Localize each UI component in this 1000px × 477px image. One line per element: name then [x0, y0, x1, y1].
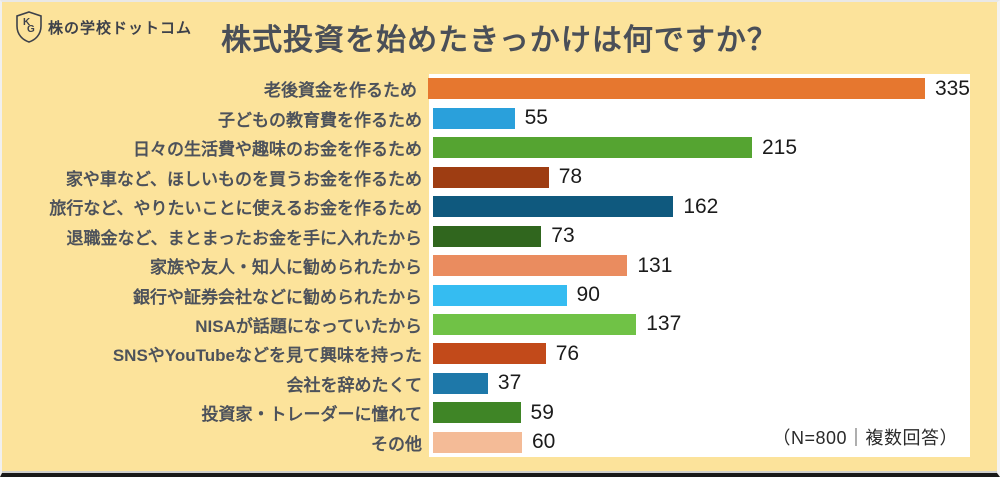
- bar: [433, 255, 628, 277]
- bar-value: 90: [576, 283, 600, 307]
- sample-size-note: （N=800｜複数回答）: [772, 428, 958, 448]
- chart-title: 株式投資を始めたきっかけは何ですか？: [221, 24, 778, 57]
- category-label: 家や車など、ほしいものを買うお金を作るため: [65, 169, 422, 189]
- bar-row: 家や車など、ほしいものを買うお金を作るため 78: [2, 162, 970, 191]
- bar-row: 旅行など、やりたいことに使えるお金を作るため 162: [2, 192, 970, 221]
- category-label: 退職金など、まとまったお金を手に入れたから: [66, 228, 422, 248]
- bar-track: 162: [429, 194, 970, 218]
- bar-track: 335: [424, 76, 970, 100]
- bar: [433, 284, 567, 306]
- bar: [433, 343, 546, 365]
- category-label: SNSやYouTubeなどを見て興味を持った: [112, 346, 422, 366]
- bar-value: 215: [761, 135, 798, 159]
- bar-track: 60: [429, 430, 970, 454]
- bar-track: 78: [429, 165, 970, 189]
- bar-track: 37: [429, 371, 970, 395]
- bar-row: 日々の生活費や趣味のお金を作るため 215: [2, 133, 970, 162]
- bar-value: 137: [646, 312, 682, 336]
- bar: [433, 313, 637, 335]
- bar-row: SNSやYouTubeなどを見て興味を持った 76: [2, 339, 970, 368]
- bar-track: 90: [429, 283, 970, 307]
- bar-track: 73: [429, 224, 970, 248]
- bar: [433, 166, 549, 188]
- bar-row: 投資家・トレーダーに憧れて 59: [2, 398, 970, 427]
- bar-value: 55: [524, 106, 548, 130]
- bar-row: 会社を辞めたくて 37: [2, 369, 970, 398]
- shield-kg-logo-icon: K G: [15, 11, 43, 43]
- bar-row: 銀行や証券会社などに勧められたから 90: [2, 280, 970, 309]
- bar-value: 162: [683, 194, 719, 218]
- category-label: 老後資金を作るため: [263, 81, 417, 101]
- category-label: NISAが話題になっていたから: [195, 316, 422, 336]
- svg-text:K: K: [23, 17, 31, 28]
- category-label: 投資家・トレーダーに憧れて: [201, 405, 423, 425]
- category-label: 旅行など、やりたいことに使えるお金を作るため: [49, 199, 422, 219]
- bar-value: 76: [555, 341, 580, 365]
- brand-name: 株の学校ドットコム: [48, 19, 193, 37]
- category-label: 家族や友人・知人に勧められたから: [150, 258, 422, 278]
- bar: [427, 78, 925, 100]
- bar-row: その他 60: [2, 428, 970, 457]
- bar-row: 老後資金を作るため 335: [2, 74, 970, 103]
- category-label: 日々の生活費や趣味のお金を作るため: [133, 140, 422, 160]
- bar-row: 家族や友人・知人に勧められたから 131: [2, 251, 970, 280]
- bar: [433, 137, 752, 159]
- bar-track: 137: [429, 312, 970, 336]
- bar: [433, 431, 522, 453]
- bar-value: 335: [934, 76, 970, 100]
- bar-value: 60: [532, 430, 556, 454]
- bar-track: 215: [429, 135, 970, 159]
- category-label: その他: [371, 434, 422, 454]
- bar: [433, 225, 542, 247]
- bar-track: 59: [429, 400, 970, 424]
- svg-text:G: G: [27, 24, 35, 35]
- bar-value: 78: [558, 165, 583, 189]
- bar: [433, 196, 674, 218]
- bar-chart: （N=800｜複数回答） 老後資金を作るため 335 子どもの教育費を作るため 55 日…: [2, 74, 997, 457]
- bar-rows: 老後資金を作るため 335 子どもの教育費を作るため 55 日々の生活費や趣味のお金を作…: [2, 74, 970, 457]
- bar-row: 子どもの教育費を作るため 55: [2, 103, 970, 132]
- bar-value: 37: [497, 371, 522, 395]
- bar-row: NISAが話題になっていたから 137: [2, 310, 970, 339]
- bar-value: 73: [551, 224, 575, 248]
- bar-row: 退職金など、まとまったお金を手に入れたから 73: [2, 221, 970, 250]
- bar: [433, 372, 488, 394]
- bar-value: 131: [637, 253, 673, 277]
- category-label: 子どもの教育費を作るため: [218, 110, 422, 130]
- bar-value: 59: [530, 400, 554, 424]
- bar: [433, 402, 521, 424]
- bar-track: 55: [429, 106, 970, 130]
- brand-logo: K G 株の学校ドットコム: [15, 11, 192, 43]
- bar: [433, 107, 515, 129]
- category-label: 会社を辞めたくて: [286, 375, 423, 395]
- bar-track: 76: [429, 341, 970, 365]
- category-label: 銀行や証券会社などに勧められたから: [133, 287, 422, 307]
- bar-track: 131: [429, 253, 970, 277]
